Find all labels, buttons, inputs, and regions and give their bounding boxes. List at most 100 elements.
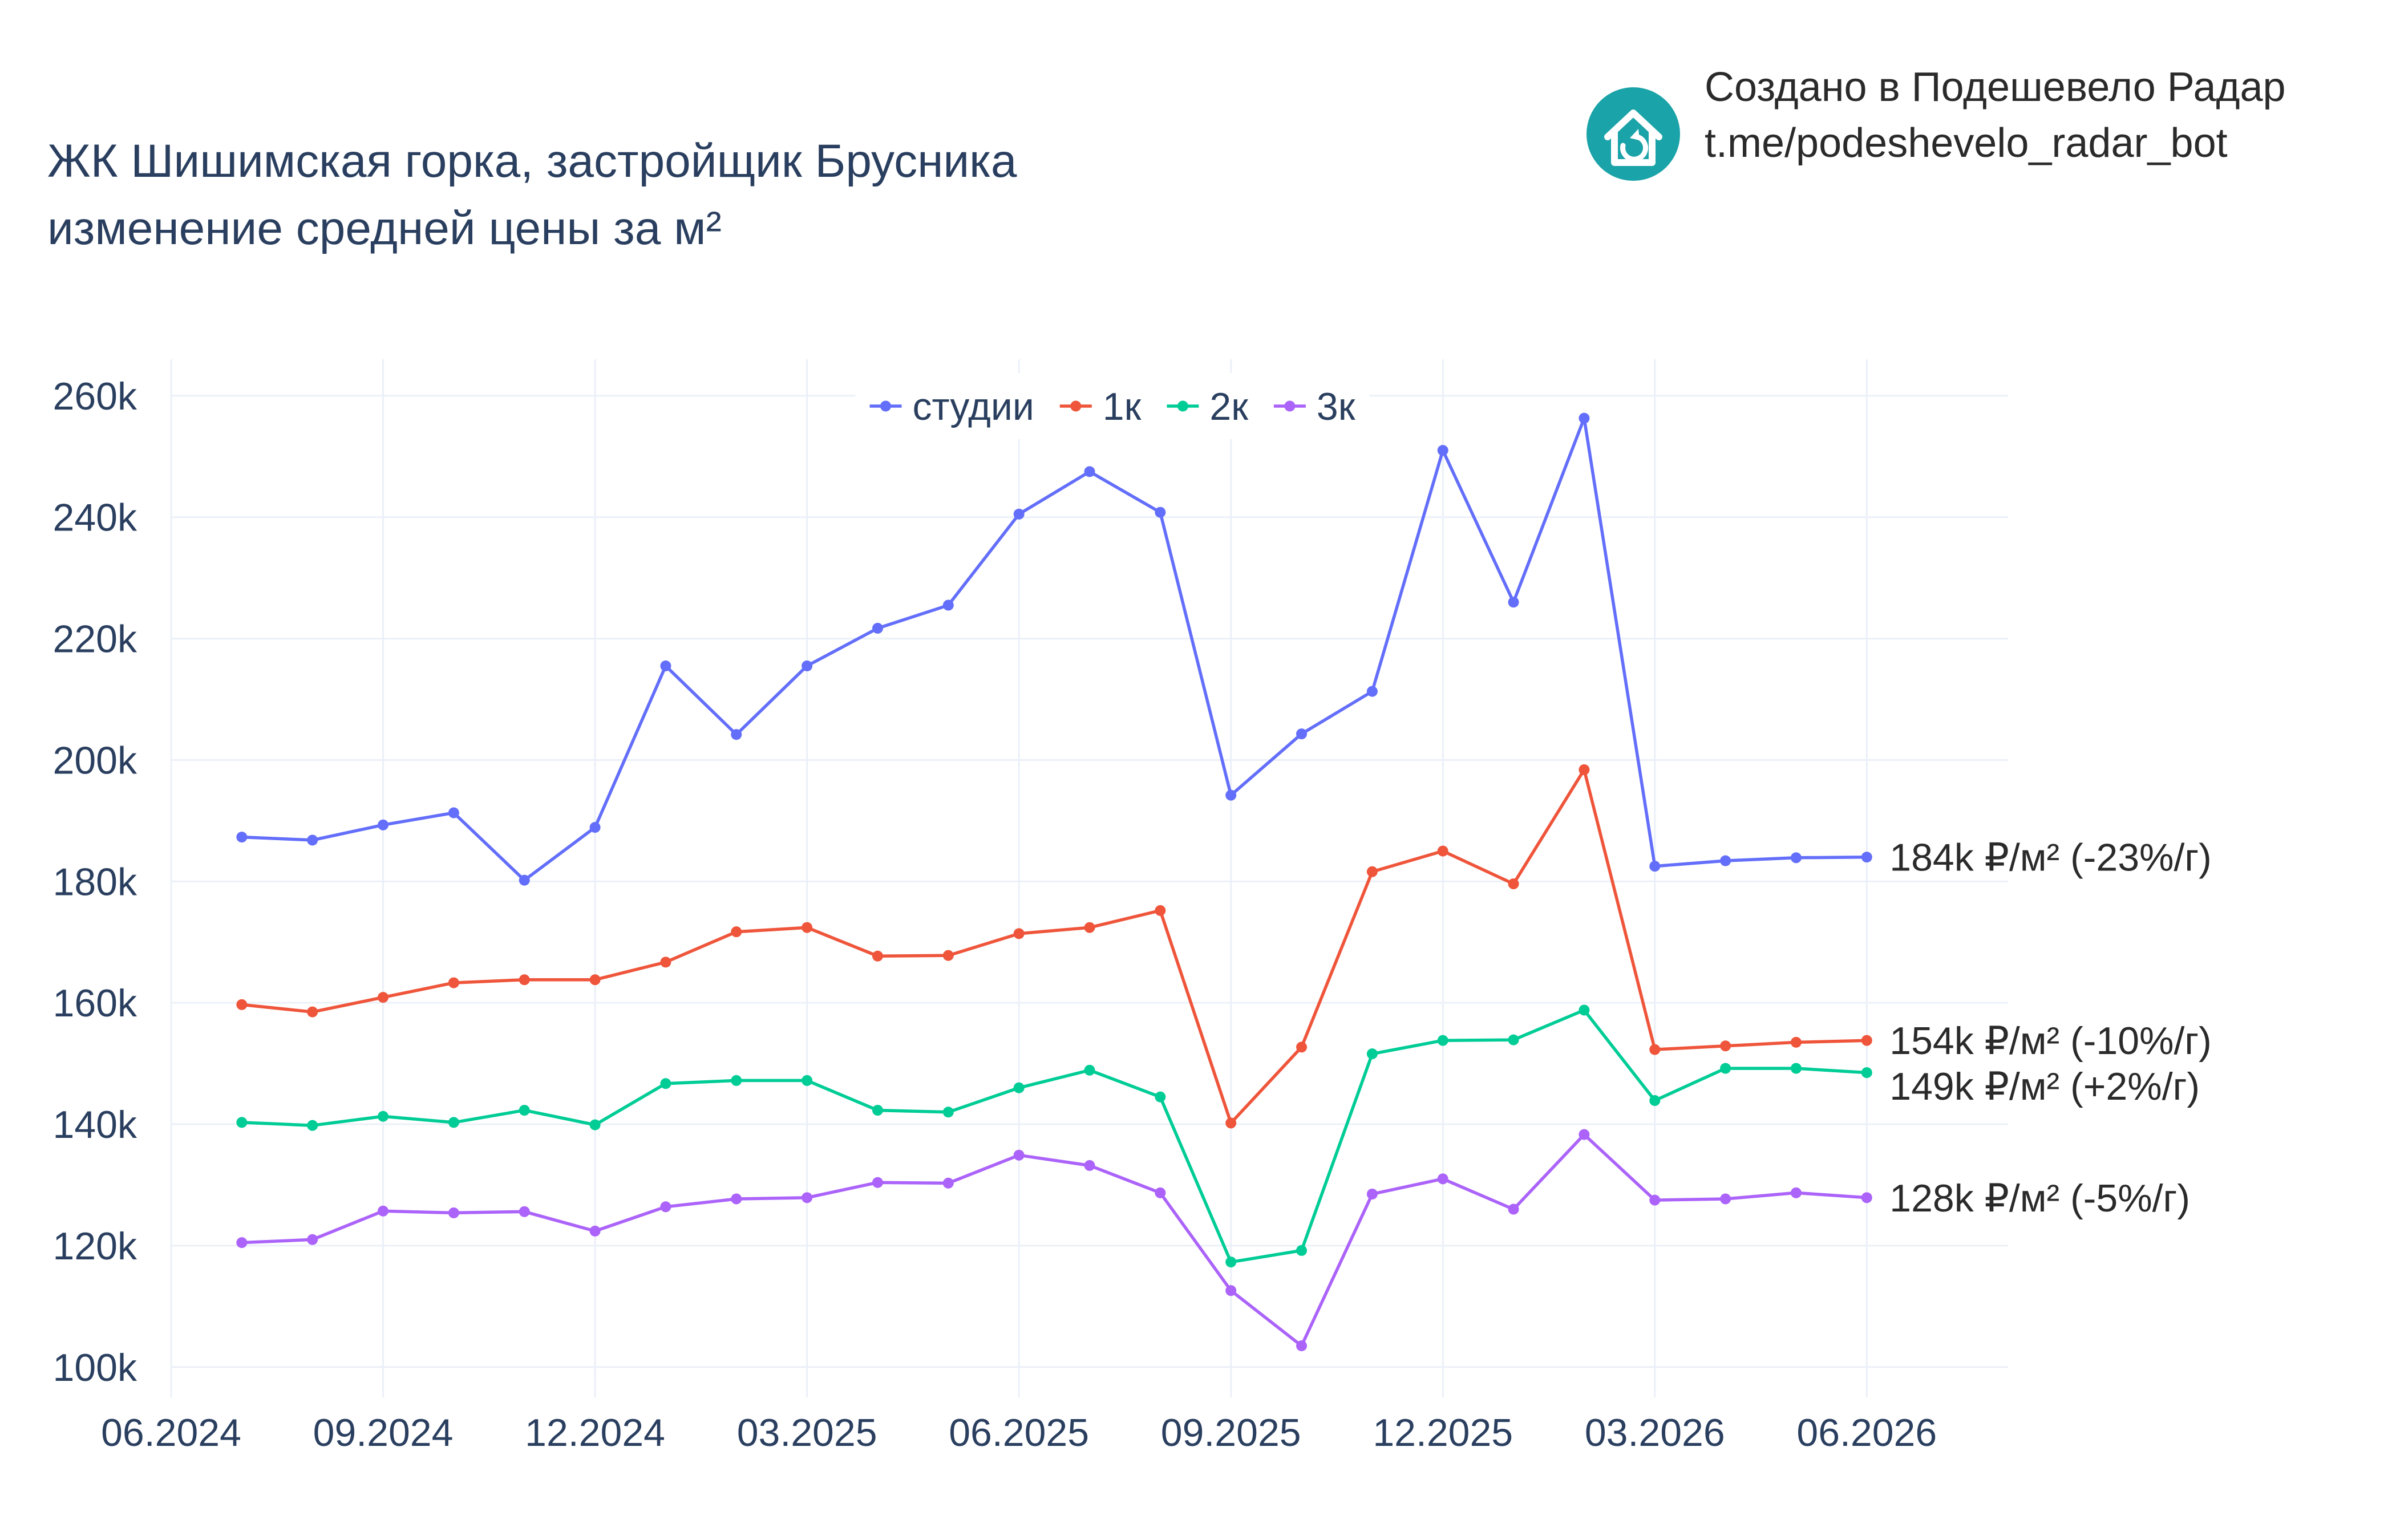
data-point <box>942 1107 954 1118</box>
data-point <box>589 1225 601 1237</box>
legend: студии 1к 2к 3к <box>855 373 1370 439</box>
data-point <box>1508 1034 1519 1045</box>
data-point <box>802 1192 813 1203</box>
data-point <box>1296 1340 1308 1352</box>
data-point <box>1720 1193 1731 1205</box>
data-point <box>1155 506 1166 518</box>
data-point <box>236 1117 248 1128</box>
y-tick-label: 100k <box>53 1346 137 1389</box>
data-point <box>1084 922 1095 933</box>
data-point <box>1366 866 1378 877</box>
data-point <box>448 1117 459 1128</box>
data-point <box>1437 1035 1448 1046</box>
data-point <box>1225 1285 1237 1296</box>
data-point <box>1366 686 1378 697</box>
data-point <box>307 1120 318 1131</box>
legend-item: 1к <box>1059 385 1142 428</box>
data-point <box>1790 1063 1802 1074</box>
legend-label: студии <box>913 385 1034 428</box>
end-value-label: 184k ₽/м² (-23%/г) <box>1889 836 2212 880</box>
data-point <box>1225 1257 1237 1268</box>
data-point <box>519 1206 530 1217</box>
brand-block: Создано в Подешевело Радар t.me/podeshev… <box>1586 64 2286 181</box>
data-point <box>1155 1091 1166 1103</box>
series-line <box>241 416 1867 882</box>
data-point <box>307 834 318 846</box>
y-tick-label: 140k <box>53 1103 137 1146</box>
data-point <box>660 660 671 671</box>
data-point <box>660 957 671 968</box>
data-point <box>1649 1194 1661 1206</box>
data-point <box>378 1111 389 1122</box>
grid <box>170 359 2008 1397</box>
data-point <box>1861 1192 1872 1203</box>
legend-label: 1к <box>1103 385 1142 428</box>
data-point <box>1649 1095 1661 1107</box>
x-tick-label: 06.2026 <box>1796 1411 1937 1454</box>
data-point <box>1790 852 1802 864</box>
y-tick-label: 160k <box>53 982 137 1025</box>
chart-subtitle: изменение средней цены за м² <box>47 202 722 254</box>
data-point <box>1084 1064 1095 1076</box>
data-point <box>1437 445 1448 456</box>
series-line <box>241 768 1867 1125</box>
x-axis: 06.2024 09.2024 12.2024 03.2025 06.2025 09.20… <box>101 1411 1937 1454</box>
data-point <box>519 874 530 886</box>
data-point <box>1437 1173 1448 1185</box>
data-point <box>589 822 601 833</box>
data-point <box>1155 905 1166 916</box>
data-point <box>1437 845 1448 857</box>
data-point <box>589 974 601 986</box>
data-point <box>448 977 459 988</box>
y-tick-label: 180k <box>53 860 137 903</box>
data-point <box>1649 1044 1661 1055</box>
y-tick-label: 200k <box>53 739 137 782</box>
data-point <box>1720 855 1731 866</box>
data-point <box>1155 1187 1166 1198</box>
data-point <box>1013 1082 1025 1093</box>
data-point <box>731 926 742 938</box>
legend-marker <box>1284 400 1296 412</box>
data-point <box>1013 1149 1025 1161</box>
chart-title: ЖК Шишимская горка, застройщик Брусника <box>47 135 1017 187</box>
series-line <box>241 1133 1867 1348</box>
data-point <box>1366 1188 1378 1199</box>
y-tick-label: 240k <box>53 496 137 540</box>
data-point <box>519 1105 530 1116</box>
house-refresh-icon <box>1586 87 1680 181</box>
x-tick-label: 06.2024 <box>101 1411 241 1454</box>
data-point <box>731 729 742 740</box>
end-value-label: 154k ₽/м² (-10%/г) <box>1889 1019 2212 1063</box>
data-point <box>942 599 954 611</box>
data-point <box>802 1075 813 1086</box>
data-point <box>307 1234 318 1245</box>
data-point <box>307 1006 318 1018</box>
y-tick-label: 260k <box>53 375 137 418</box>
data-point <box>802 660 813 671</box>
data-point <box>1720 1063 1731 1074</box>
data-point <box>236 999 248 1010</box>
data-point <box>378 819 389 830</box>
data-point <box>1084 1160 1095 1171</box>
legend-marker <box>1070 400 1082 412</box>
data-point <box>1296 1245 1308 1256</box>
data-point <box>1296 1041 1308 1053</box>
y-tick-label: 220k <box>53 618 137 661</box>
data-point <box>448 1207 459 1218</box>
data-point <box>872 1105 883 1116</box>
data-point <box>1720 1040 1731 1052</box>
data-point <box>236 832 248 843</box>
series-layer <box>236 412 1872 1352</box>
data-point <box>236 1237 248 1249</box>
y-tick-label: 120k <box>53 1225 137 1268</box>
data-point <box>1225 789 1237 801</box>
data-point <box>872 1177 883 1188</box>
data-point <box>660 1078 671 1089</box>
legend-item: 3к <box>1273 385 1356 428</box>
data-point <box>1084 466 1095 477</box>
x-tick-label: 12.2024 <box>525 1411 665 1454</box>
data-point <box>942 950 954 961</box>
series-line <box>241 1008 1867 1264</box>
data-point <box>1861 852 1872 863</box>
data-point <box>1579 764 1590 775</box>
